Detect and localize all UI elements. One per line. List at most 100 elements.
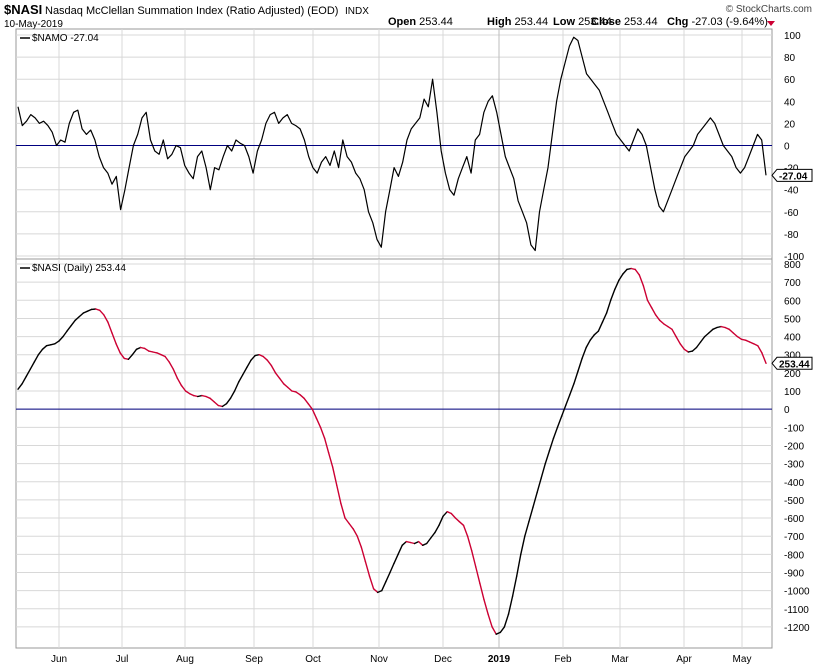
nasi-series-segment — [634, 268, 640, 276]
nasi-series-segment — [94, 308, 101, 311]
last-value-text: -27.04 — [779, 171, 808, 182]
ohlc-label: Close — [591, 16, 624, 28]
ohlc-value: 253.44 — [419, 16, 453, 28]
nasi-series-segment — [54, 340, 60, 345]
ohlc-label: Open — [388, 16, 419, 28]
nasi-series-segment — [344, 517, 350, 525]
nasi-series-segment — [618, 273, 624, 281]
nasi-series-segment — [78, 312, 85, 318]
nasi-series-segment — [471, 550, 477, 568]
nasi-series-segment — [172, 368, 179, 379]
nasi-series-segment — [188, 393, 195, 397]
nasi-series-segment — [695, 341, 702, 349]
nasi-series-segment — [556, 415, 563, 428]
nasi-series-segment — [307, 403, 313, 410]
nasi-series-segment — [250, 354, 256, 361]
nasi-series-segment — [364, 560, 371, 577]
y-tick-label: 40 — [784, 97, 796, 108]
nasi-series-segment — [262, 355, 268, 361]
nasi-series-segment — [127, 354, 134, 360]
nasi-series-segment — [381, 580, 387, 592]
nasi-series-segment — [552, 426, 559, 439]
nasi-series-segment — [507, 595, 514, 615]
nasi-series-segment — [176, 377, 183, 387]
nasi-series-segment — [37, 348, 44, 356]
nasi-series-segment — [560, 404, 567, 418]
nasi-series-segment — [303, 397, 309, 405]
nasi-series-segment — [434, 524, 440, 534]
ohlc-label: High — [487, 16, 515, 28]
nasi-series-segment — [58, 335, 64, 342]
y-tick-label: -100 — [784, 252, 804, 263]
nasi-series-segment — [319, 426, 326, 439]
nasi-series-segment — [311, 408, 318, 419]
nasi-series-segment — [385, 571, 391, 583]
nasi-series-segment — [103, 314, 109, 323]
y-tick-label: -700 — [784, 532, 804, 543]
nasi-series-segment — [475, 566, 481, 585]
nasi-series-segment — [417, 540, 424, 546]
y-tick-label: -600 — [784, 514, 804, 525]
nasi-series-segment — [757, 345, 763, 354]
nasi-series-segment — [397, 544, 403, 555]
y-tick-label: -1100 — [784, 605, 809, 616]
nasi-series-segment — [274, 372, 281, 379]
x-tick-label: Dec — [434, 654, 452, 665]
nasi-series-segment — [654, 314, 661, 321]
y-tick-label: 80 — [784, 53, 796, 64]
nasi-series-segment — [168, 361, 175, 370]
nasi-series-segment — [205, 395, 211, 399]
y-tick-label: -80 — [784, 230, 799, 241]
nasi-series-segment — [266, 359, 273, 367]
ohlc-value: 253.44 — [578, 16, 612, 28]
nasi-series-segment — [295, 391, 301, 396]
last-value-tag: 253.44 — [771, 356, 813, 370]
y-tick-label: -900 — [784, 568, 804, 579]
symbol-title: $NASI — [4, 2, 42, 17]
nasi-series-segment — [487, 613, 493, 628]
nasi-series-segment — [605, 299, 612, 314]
nasi-series-segment — [413, 540, 420, 545]
ohlc-item: High 253.44 — [487, 16, 548, 28]
nasi-series-segment — [675, 335, 681, 345]
nasi-series-segment — [528, 506, 534, 523]
nasi-series-segment — [70, 319, 76, 327]
nasi-series-segment — [323, 437, 330, 454]
nasi-series-segment — [724, 326, 730, 330]
ohlc-value: -27.03 (-9.64%) — [691, 16, 767, 28]
date-label: 10-May-2019 — [4, 19, 63, 30]
y-tick-label: -40 — [784, 186, 799, 197]
summation-panel: 800 700 600 500 400 300 200 100 0 -100 -200 -300 -40… — [15, 258, 813, 649]
nasi-series-segment — [565, 394, 571, 407]
nasi-series-segment — [336, 484, 342, 505]
nasi-series-segment — [372, 588, 379, 594]
nasi-series-segment — [749, 341, 755, 345]
x-tick-label: Jul — [116, 654, 129, 665]
nasi-series-segment — [246, 359, 252, 369]
y-tick-label: 700 — [784, 278, 801, 289]
nasi-series-segment — [409, 541, 416, 545]
y-tick-label: 100 — [784, 387, 801, 398]
y-tick-label: 600 — [784, 296, 801, 307]
x-tick-label: Feb — [554, 654, 572, 665]
last-value-text: 253.44 — [779, 359, 810, 370]
nasi-series-segment — [270, 364, 277, 374]
nasi-series-segment — [699, 335, 706, 343]
nasi-series-segment — [569, 383, 575, 396]
y-tick-label: -1000 — [784, 587, 810, 598]
y-tick-label: -500 — [784, 496, 804, 507]
panel-frame — [15, 258, 773, 649]
nasi-series-segment — [589, 334, 595, 341]
y-tick-label: -300 — [784, 460, 804, 471]
nasi-series-segment — [683, 348, 689, 353]
nasi-series-segment — [650, 306, 657, 316]
ohlc-item: Chg -27.03 (-9.64%) — [667, 16, 768, 28]
nasi-series-segment — [287, 386, 293, 392]
nasi-series-segment — [164, 355, 170, 363]
nasi-series-segment — [278, 377, 285, 385]
nasi-series-segment — [229, 390, 236, 399]
index-name: Nasdaq McClellan Summation Index (Ratio … — [45, 5, 338, 17]
nasi-series-segment — [107, 321, 113, 334]
